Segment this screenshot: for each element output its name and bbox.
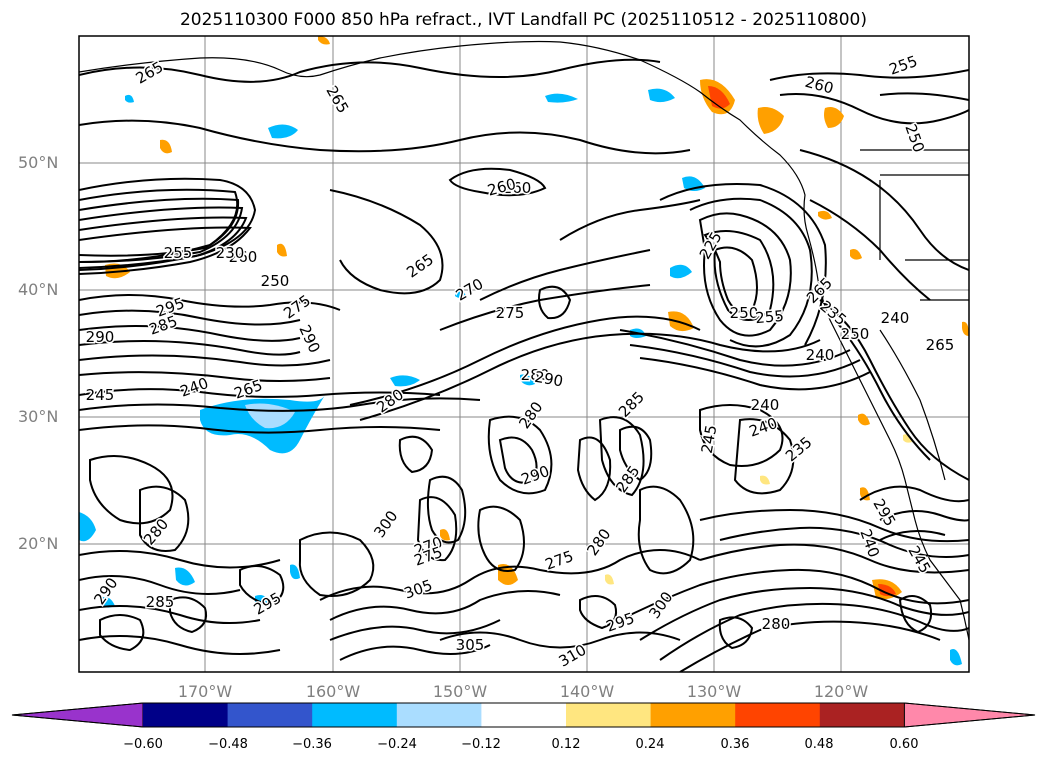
lat-label-30n: 30°N [18,407,59,426]
colorbar [11,702,1036,728]
contour-label: 280 [521,366,550,384]
colorbar-tick: −0.36 [292,737,332,752]
colorbar-segment [396,703,482,727]
colorbar-tick: −0.60 [123,737,163,752]
colorbar-tick: 0.36 [720,737,750,752]
colorbar-segment [143,703,229,727]
contour-label: 305 [456,636,485,654]
lon-label-130w: 130°W [686,682,742,701]
contour-label: 250 [841,325,870,343]
contour-label: 245 [86,386,115,404]
colorbar-segment [481,703,567,727]
colorbar-tick: −0.12 [461,737,501,752]
contour-label: 285 [146,593,175,611]
contour-label: 250 [730,304,759,322]
contour-label: 240 [881,309,910,327]
lon-label-120w: 120°W [813,682,869,701]
lat-label-20n: 20°N [18,534,59,553]
plot-frame [78,35,970,673]
colorbar-tick: −0.48 [208,737,248,752]
lat-label-40n: 40°N [18,280,59,299]
contour-label: 290 [86,328,115,346]
colorbar-tick: −0.24 [377,737,417,752]
colorbar-segment [312,703,398,727]
colorbar-extend-high [903,702,1036,728]
lon-label-140w: 140°W [559,682,615,701]
colorbar-segment [735,703,821,727]
colorbar-outline [11,702,1036,728]
colorbar-segment [819,703,905,727]
colorbar-segment [566,703,652,727]
map-title: 2025110300 F000 850 hPa refract., IVT La… [179,10,867,30]
colorbar-extend-low [11,702,144,728]
lon-label-150w: 150°W [432,682,488,701]
contour-label: 240 [751,396,780,414]
ivt-shading [79,36,969,666]
lon-label-160w: 160°W [305,682,361,701]
contour-label: 260 [503,179,532,197]
contour-label: 255 [164,244,193,262]
lon-label-170w: 170°W [177,682,233,701]
contour-label: 280 [762,615,791,633]
contour-label: 250 [261,272,290,290]
colorbar-segment [650,703,736,727]
lat-label-50n: 50°N [18,153,59,172]
colorbar-tick: 0.60 [889,737,919,752]
coastline [79,40,969,641]
contour-label: 260 [229,248,258,266]
colorbar-tick: 0.12 [551,737,581,752]
contour-label: 255 [755,307,785,327]
contour-label: 275 [496,304,525,322]
colorbar-segment [227,703,313,727]
contour-label: 230 [216,244,245,262]
colorbar-tick: 0.48 [804,737,834,752]
refractivity-contours [79,58,969,672]
contour-label: 240 [806,346,835,364]
graticule [79,36,969,672]
colorbar-tick: 0.24 [635,737,665,752]
contour-label: 265 [926,336,955,354]
